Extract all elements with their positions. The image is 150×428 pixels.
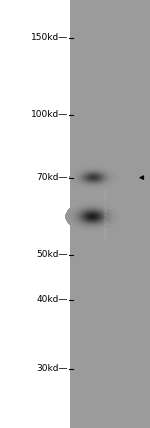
Text: 40kd—: 40kd— <box>37 295 68 304</box>
Text: www.ptglab.com: www.ptglab.com <box>103 188 108 240</box>
Text: 100kd—: 100kd— <box>31 110 68 119</box>
Text: 50kd—: 50kd— <box>36 250 68 259</box>
Text: 150kd—: 150kd— <box>31 33 68 42</box>
Text: 70kd—: 70kd— <box>36 173 68 182</box>
Text: 30kd—: 30kd— <box>36 364 68 374</box>
